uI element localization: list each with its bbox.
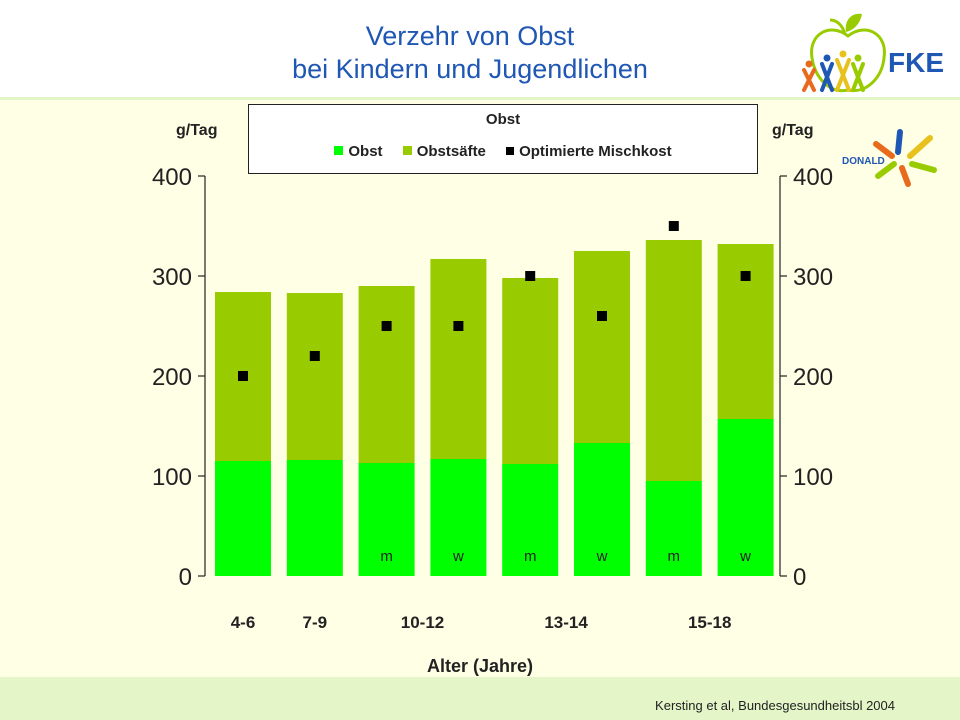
marker-mischkost-4	[525, 271, 536, 281]
header-divider	[0, 97, 960, 100]
legend-label-obst: Obst	[348, 143, 383, 160]
header	[0, 0, 960, 97]
page-title: Verzehr von Obst bei Kindern und Jugendl…	[150, 20, 790, 86]
legend-swatch-obst	[334, 146, 344, 155]
y-tick-label-right-0: 0	[793, 564, 806, 591]
donald-logo-text: DONALD	[842, 156, 885, 167]
marker-mischkost-3	[453, 321, 464, 331]
marker-mischkost-6	[668, 221, 679, 231]
age-group-label-2: 10-12	[401, 613, 444, 632]
y-tick-label-right-1: 100	[793, 464, 833, 491]
y-tick-label-right-3: 300	[793, 264, 833, 291]
bar-obstsaefte-6	[645, 240, 702, 481]
legend: Obst Obst Obstsäfte Optimierte Mischkost	[248, 104, 758, 174]
bar-obst-3	[430, 459, 487, 576]
bar-obst-1	[286, 460, 343, 576]
y-tick-label-left-1: 100	[152, 464, 192, 491]
marker-mischkost-1	[309, 351, 320, 361]
bars-layer	[215, 240, 774, 576]
bar-obstsaefte-2	[358, 286, 415, 463]
marker-mischkost-5	[597, 311, 607, 321]
title-line-1: Verzehr von Obst	[365, 21, 575, 51]
people-figures-icon	[802, 50, 865, 92]
bar-obstsaefte-4	[502, 278, 559, 464]
legend-swatch-mischkost	[506, 147, 515, 155]
bar-obst-2	[358, 463, 415, 576]
fke-logo-text: FKE	[888, 47, 944, 78]
fke-logo: FKE	[802, 13, 944, 93]
title-line-2: bei Kindern und Jugendlichen	[292, 54, 648, 84]
bar-sex-label-2: m	[380, 548, 393, 565]
legend-title: Obst	[485, 111, 521, 128]
marker-mischkost-7	[740, 271, 751, 281]
apple-leaf-icon	[845, 13, 862, 32]
markers-layer	[238, 221, 751, 381]
bar-obst-0	[215, 461, 271, 576]
chart: 0 0 100 100 200 200 300 300 400 400 m w m w m w 4-6 7-9 1…	[152, 164, 833, 632]
donald-star-icon	[873, 129, 937, 187]
axes-layer: 0 0 100 100 200 200 300 300 400 400	[152, 164, 833, 591]
bar-obst-6	[645, 481, 702, 576]
citation: Kersting et al, Bundesgesundheitsbl 2004	[655, 698, 895, 713]
y-tick-label-right-4: 400	[793, 164, 833, 191]
bar-obstsaefte-5	[574, 251, 630, 443]
labels-layer: m w m w m w 4-6 7-9 10-12 13-14 15-18	[231, 548, 751, 632]
donald-logo: DONALD	[842, 129, 937, 187]
marker-mischkost-2	[381, 321, 392, 331]
bar-obstsaefte-3	[430, 259, 487, 459]
legend-item-obstsaefte: Obstsäfte	[402, 143, 486, 160]
y-tick-label-left-3: 300	[152, 264, 192, 291]
x-axis-title: Alter (Jahre)	[426, 656, 534, 676]
marker-mischkost-0	[238, 371, 248, 381]
legend-item-obst: Obst	[334, 143, 383, 160]
age-group-label-3: 13-14	[544, 613, 588, 632]
y-tick-label-left-0: 0	[179, 564, 192, 591]
bar-sex-label-4: m	[524, 548, 537, 565]
y-tick-label-right-2: 200	[793, 364, 833, 391]
y-tick-label-left-4: 400	[152, 164, 192, 191]
legend-label-obstsaefte: Obstsäfte	[416, 143, 486, 160]
bar-obst-7	[717, 419, 774, 576]
bar-sex-label-5: w	[596, 548, 608, 565]
y-axis-left-unit: g/Tag	[176, 122, 218, 139]
age-group-label-0: 4-6	[231, 613, 256, 632]
bar-obstsaefte-7	[717, 244, 774, 419]
legend-items: Obst Obstsäfte Optimierte Mischkost	[249, 143, 757, 160]
bar-obstsaefte-1	[286, 293, 343, 460]
legend-swatch-obstsaefte	[402, 146, 412, 155]
legend-item-mischkost: Optimierte Mischkost	[506, 143, 672, 160]
bar-sex-label-3: w	[452, 548, 464, 565]
bar-obst-4	[502, 464, 559, 576]
age-group-label-1: 7-9	[303, 613, 328, 632]
bar-obst-5	[574, 443, 630, 576]
legend-label-mischkost: Optimierte Mischkost	[519, 143, 672, 160]
bar-sex-label-6: m	[668, 548, 681, 565]
age-group-label-4: 15-18	[688, 613, 731, 632]
y-tick-label-left-2: 200	[152, 364, 192, 391]
bar-sex-label-7: w	[739, 548, 751, 565]
y-axis-right-unit: g/Tag	[772, 122, 814, 139]
footer-band	[0, 677, 960, 720]
